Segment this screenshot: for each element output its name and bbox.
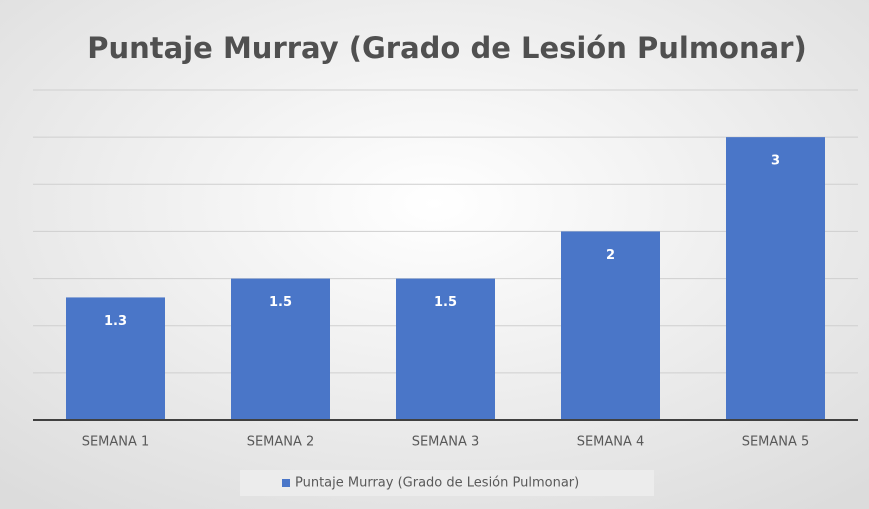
legend-box: [240, 470, 654, 496]
data-label: 1.5: [269, 295, 292, 310]
x-tick-label: SEMANA 3: [412, 435, 480, 450]
bar: [66, 297, 165, 420]
legend-swatch: [282, 479, 290, 487]
x-tick-label: SEMANA 5: [742, 435, 810, 450]
bar: [726, 137, 825, 420]
data-label: 3: [771, 154, 780, 169]
bar: [231, 278, 330, 420]
bar: [561, 231, 660, 420]
x-tick-label: SEMANA 1: [82, 435, 150, 450]
bar: [396, 278, 495, 420]
x-tick-label: SEMANA 2: [247, 435, 315, 450]
legend-label: Puntaje Murray (Grado de Lesión Pulmonar…: [295, 476, 579, 491]
chart-title: Puntaje Murray (Grado de Lesión Pulmonar…: [87, 31, 806, 65]
data-label: 2: [606, 248, 615, 263]
x-tick-label: SEMANA 4: [577, 435, 645, 450]
data-label: 1.5: [434, 295, 457, 310]
data-label: 1.3: [104, 314, 127, 329]
